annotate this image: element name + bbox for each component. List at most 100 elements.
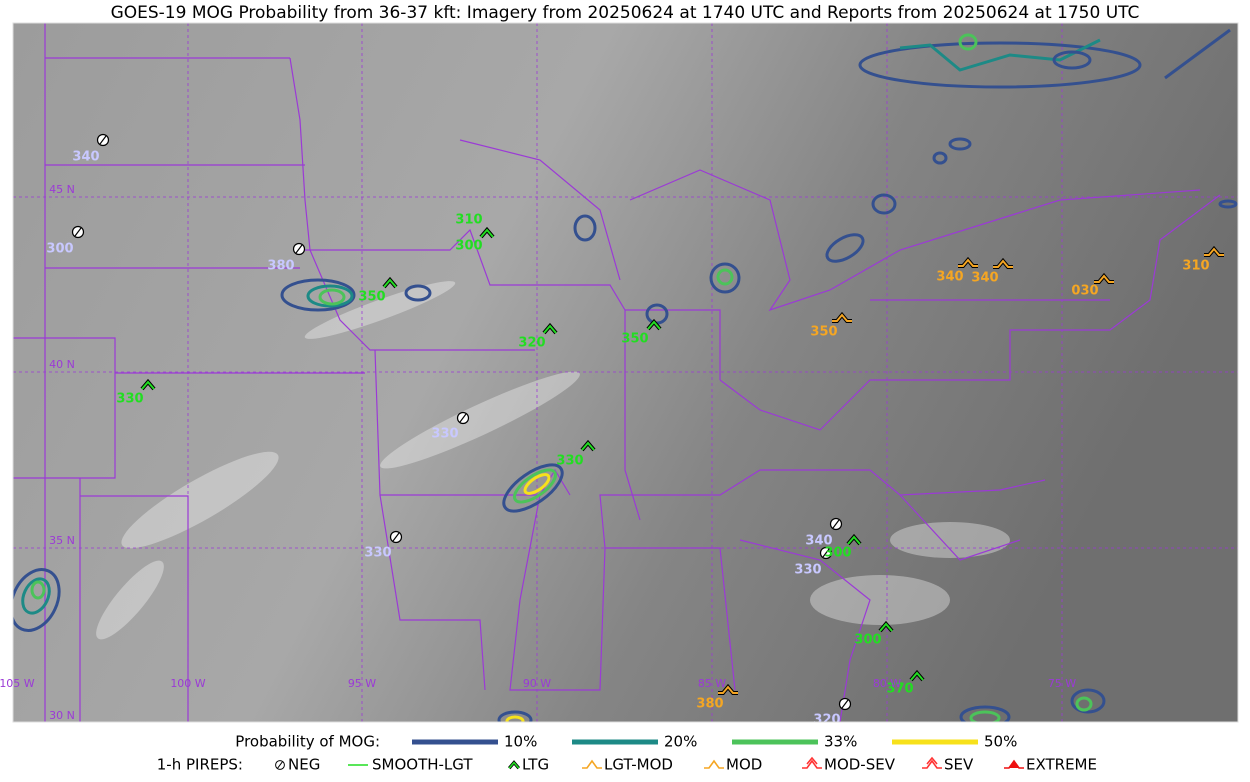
legend-item-label: EXTREME bbox=[1026, 756, 1097, 774]
pirep-symbol bbox=[909, 669, 925, 682]
legend-icon bbox=[922, 756, 942, 769]
ltg-icon-inner bbox=[508, 761, 520, 769]
probability-contours bbox=[13, 28, 1238, 722]
report-altitude: 370 bbox=[886, 682, 913, 697]
mod-icon-inner bbox=[1204, 247, 1224, 256]
neg-slash bbox=[295, 244, 303, 254]
neg-slash bbox=[392, 532, 400, 542]
ltg-icon-inner bbox=[383, 278, 397, 288]
report-altitude: 380 bbox=[696, 697, 723, 712]
legend-probability-label: Probability of MOG: bbox=[235, 733, 380, 751]
ltg-icon-inner bbox=[910, 671, 924, 681]
legend-item-label: MOD bbox=[726, 756, 762, 774]
lon-label: 80 W bbox=[873, 677, 901, 690]
pirep-symbol bbox=[829, 517, 843, 531]
pirep-symbol bbox=[275, 760, 285, 770]
map-frame bbox=[12, 22, 1239, 723]
pirep-symbol bbox=[456, 411, 470, 425]
pirep-symbol bbox=[958, 256, 978, 268]
neg-slash bbox=[841, 699, 849, 709]
pirep-symbol bbox=[96, 133, 110, 147]
legend-icon-shape bbox=[1004, 759, 1024, 769]
report-altitude: 380 bbox=[267, 259, 294, 274]
pirep-symbol bbox=[838, 697, 852, 711]
pirep-symbol bbox=[1204, 245, 1224, 257]
report-altitude: 320 bbox=[813, 713, 840, 728]
title: GOES-19 MOG Probability from 36-37 kft: … bbox=[111, 3, 1140, 23]
neg-slash bbox=[832, 519, 840, 529]
legend: Probability of MOG: 10% 20% 33% 50% 1-h PIREP… bbox=[157, 733, 1097, 774]
pirep-symbol bbox=[718, 683, 738, 695]
report-altitude: 300 bbox=[46, 242, 73, 257]
legend-item-label: NEG bbox=[288, 756, 320, 774]
legend-item-label: SEV bbox=[944, 756, 974, 774]
report-altitude: 030 bbox=[1071, 284, 1098, 299]
neg-slash bbox=[74, 227, 82, 237]
pirep-symbol bbox=[1094, 272, 1114, 284]
report-altitude: 330 bbox=[364, 546, 391, 561]
legend-item-label: LTG bbox=[522, 756, 549, 774]
ltg-icon-inner bbox=[141, 380, 155, 390]
lat-lon-grid bbox=[13, 23, 1238, 722]
legend-level-label: 50% bbox=[984, 733, 1017, 751]
pirep-symbol bbox=[479, 226, 495, 239]
legend-item-label: SMOOTH-LGT bbox=[372, 756, 473, 774]
lat-label: 35 N bbox=[49, 534, 75, 547]
ltg-icon-inner bbox=[847, 535, 861, 545]
legend-icon-shape bbox=[802, 756, 822, 769]
report-altitude: 340 bbox=[971, 271, 998, 286]
ltg-icon-inner bbox=[879, 622, 893, 632]
lon-label: 85 W bbox=[698, 677, 726, 690]
legend-pireps-label: 1-h PIREPS: bbox=[157, 756, 243, 774]
pirep-symbol bbox=[846, 533, 862, 546]
geo-labels: 45 N 40 N 35 N 30 N 105 W 100 W 95 W 90 W 85 W 80… bbox=[0, 183, 1076, 722]
report-altitude: 320 bbox=[518, 336, 545, 351]
ltg-icon-inner bbox=[581, 441, 595, 451]
pirep-symbol bbox=[292, 242, 306, 256]
legend-icon bbox=[1004, 759, 1024, 769]
clouds bbox=[96, 281, 1010, 640]
pirep-symbol bbox=[580, 439, 596, 452]
neg-slash bbox=[459, 413, 467, 423]
pirep-symbol bbox=[542, 322, 558, 335]
mod-icon-inner bbox=[1094, 274, 1114, 283]
pirep-symbol bbox=[832, 311, 852, 323]
report-altitude: 300 bbox=[854, 633, 881, 648]
legend-icon bbox=[704, 759, 724, 769]
legend-item-label: MOD-SEV bbox=[824, 756, 896, 774]
report-altitude: 350 bbox=[810, 325, 837, 340]
neg-slash bbox=[822, 548, 830, 558]
pirep-symbol bbox=[71, 225, 85, 239]
report-altitude: 340 bbox=[936, 270, 963, 285]
report-altitude: 340 bbox=[805, 534, 832, 549]
lon-label: 90 W bbox=[523, 677, 551, 690]
mod-icon-inner bbox=[993, 259, 1013, 268]
report-altitude: 330 bbox=[794, 563, 821, 578]
legend-level-label: 10% bbox=[504, 733, 537, 751]
ltg-icon-inner bbox=[480, 228, 494, 238]
legend-item-label: LGT-MOD bbox=[604, 756, 673, 774]
legend-icon-shape bbox=[582, 759, 602, 769]
report-altitude: 330 bbox=[556, 454, 583, 469]
pirep-symbol bbox=[507, 760, 521, 770]
legend-icon bbox=[802, 756, 822, 769]
pirep-symbol bbox=[878, 620, 894, 633]
report-altitude: 300 bbox=[824, 546, 851, 561]
lat-label: 40 N bbox=[49, 358, 75, 371]
report-altitude: 350 bbox=[621, 332, 648, 347]
lat-label: 30 N bbox=[49, 709, 75, 722]
neg-slash bbox=[277, 761, 283, 769]
lon-label: 105 W bbox=[0, 677, 35, 690]
pirep-symbol bbox=[993, 257, 1013, 269]
neg-slash bbox=[99, 135, 107, 145]
pirep-symbol bbox=[819, 546, 833, 560]
legend-icon-shape bbox=[922, 756, 942, 769]
legend-icon bbox=[582, 759, 602, 769]
lon-label: 75 W bbox=[1048, 677, 1076, 690]
report-altitude: 310 bbox=[1182, 259, 1209, 274]
mod-icon-inner bbox=[832, 313, 852, 322]
lon-label: 100 W bbox=[170, 677, 205, 690]
legend-level-label: 33% bbox=[824, 733, 857, 751]
